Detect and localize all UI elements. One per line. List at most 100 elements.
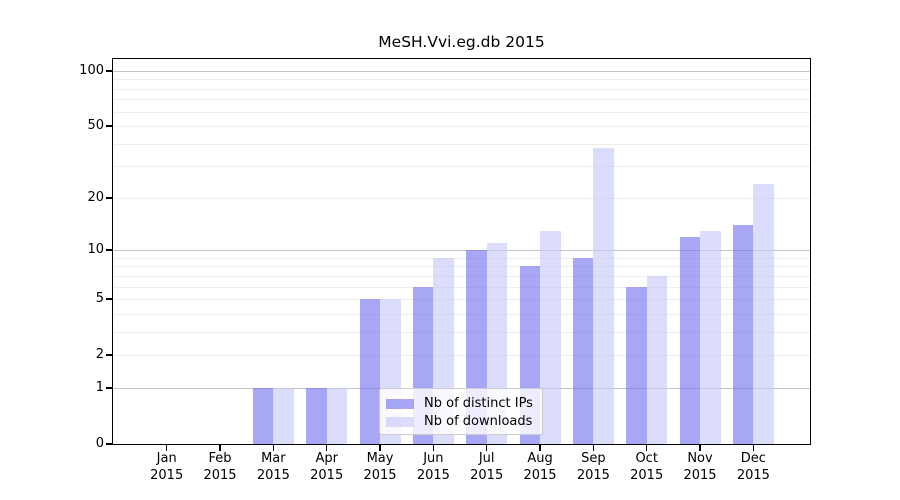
x-tick-label: Apr 2015 <box>295 451 359 484</box>
x-tick-year: 2015 <box>630 467 664 483</box>
x-tick-mark <box>166 445 168 451</box>
x-tick-year: 2015 <box>576 467 610 483</box>
x-tick-mark <box>752 445 755 451</box>
bar-downloads-sep <box>593 147 614 444</box>
gridline-minor <box>113 313 810 315</box>
x-tick-mark <box>272 445 275 451</box>
gridline-minor <box>113 166 810 168</box>
x-tick-month: Jul <box>478 451 495 466</box>
x-tick-label: May 2015 <box>348 451 412 484</box>
x-tick-month: Mar <box>261 451 286 466</box>
x-tick-label: Aug 2015 <box>508 451 572 484</box>
y-tick-mark <box>106 443 112 445</box>
bar-distinct-ips-sep <box>572 257 594 444</box>
legend: Nb of distinct IPs Nb of downloads <box>379 388 543 435</box>
bar-distinct-ips-mar <box>252 387 274 444</box>
legend-swatch-downloads-icon <box>386 416 414 427</box>
gridline-minor <box>113 111 810 113</box>
x-tick-month: Oct <box>635 451 658 466</box>
gridline-minor <box>113 88 810 90</box>
x-tick-month: Jun <box>423 451 444 466</box>
x-tick-label: Jul 2015 <box>455 451 519 484</box>
y-tick-label: 10 <box>87 242 104 258</box>
legend-item-downloads: Nb of downloads <box>386 413 542 430</box>
bar-downloads-mar <box>273 387 294 444</box>
x-tick-month: Nov <box>687 451 713 466</box>
x-tick-label: Dec 2015 <box>721 451 785 484</box>
y-tick-mark <box>106 197 112 199</box>
bar-downloads-nov <box>700 230 721 444</box>
x-tick-mark <box>485 445 488 451</box>
y-tick-label: 0 <box>95 436 104 451</box>
gridline-minor <box>113 299 810 301</box>
y-tick-mark <box>106 354 112 356</box>
y-tick-mark <box>106 298 112 300</box>
x-tick-month: Dec <box>740 451 766 466</box>
gridline-minor <box>113 286 810 288</box>
x-tick-mark <box>379 445 381 451</box>
bar-distinct-ips-dec <box>732 225 754 444</box>
x-tick-mark <box>699 445 701 451</box>
x-tick-year: 2015 <box>470 467 504 483</box>
x-tick-mark <box>325 445 328 451</box>
x-tick-mark <box>219 445 221 451</box>
gridline-minor <box>113 143 810 145</box>
gridline-major <box>113 250 810 252</box>
gridline-minor <box>113 126 810 128</box>
chart-title: MeSH.Vvi.eg.db 2015 <box>378 33 545 51</box>
x-tick-year: 2015 <box>256 467 290 483</box>
gridline-minor <box>113 266 810 268</box>
x-tick-label: Jan 2015 <box>135 451 199 484</box>
x-tick-label: Mar 2015 <box>241 451 305 484</box>
gridline-minor <box>113 79 810 81</box>
y-tick-label: 100 <box>79 62 104 78</box>
gridline-minor <box>113 197 810 199</box>
x-tick-year: 2015 <box>363 467 397 483</box>
y-tick-mark <box>106 387 112 389</box>
x-tick-year: 2015 <box>310 467 344 483</box>
x-tick-mark <box>645 445 648 451</box>
y-tick-mark <box>106 249 112 251</box>
gridline-minor <box>113 99 810 101</box>
bar-downloads-oct <box>646 275 668 444</box>
bar-downloads-dec <box>753 183 774 444</box>
x-tick-year: 2015 <box>203 467 237 483</box>
gridline-minor <box>113 257 810 259</box>
y-tick-mark <box>106 70 112 72</box>
bar-distinct-ips-apr <box>306 387 327 444</box>
x-tick-label: Nov 2015 <box>668 451 732 484</box>
y-tick-mark <box>106 125 112 127</box>
x-tick-month: Jan <box>156 451 177 466</box>
x-tick-year: 2015 <box>736 467 770 483</box>
gridline-minor <box>113 275 810 277</box>
x-tick-year: 2015 <box>416 467 450 483</box>
bar-distinct-ips-oct <box>626 286 647 444</box>
legend-item-distinct-ips: Nb of distinct IPs <box>386 395 542 412</box>
x-tick-label: Jun 2015 <box>401 451 465 484</box>
y-tick-label: 2 <box>95 347 104 363</box>
y-tick-label: 50 <box>87 118 104 134</box>
gridline-minor <box>113 355 810 357</box>
legend-swatch-distinct-ips-icon <box>386 398 414 409</box>
x-tick-year: 2015 <box>683 467 717 483</box>
x-tick-month: Apr <box>315 451 338 466</box>
bar-distinct-ips-nov <box>679 236 701 444</box>
x-tick-month: Aug <box>527 451 553 466</box>
gridline-minor <box>113 331 810 333</box>
bar-distinct-ips-may <box>359 299 381 444</box>
x-tick-label: Oct 2015 <box>615 451 679 484</box>
y-tick-label: 5 <box>95 291 104 307</box>
plot-area: 0 1 2 5 10 20 50 100 Jan 2015 Feb 2015 Mar 2015 Apr 201… <box>79 58 811 483</box>
x-tick-month: Feb <box>208 451 232 466</box>
x-tick-mark <box>432 445 435 451</box>
x-tick-month: Sep <box>581 451 606 466</box>
bar-downloads-apr <box>326 387 348 444</box>
x-tick-mark <box>592 445 595 451</box>
legend-label-downloads: Nb of downloads <box>424 414 533 429</box>
x-tick-year: 2015 <box>523 467 557 483</box>
gridline-major <box>113 70 810 72</box>
x-tick-label: Feb 2015 <box>188 451 252 484</box>
legend-label-distinct-ips: Nb of distinct IPs <box>424 396 533 411</box>
bar-downloads-aug <box>540 230 561 444</box>
